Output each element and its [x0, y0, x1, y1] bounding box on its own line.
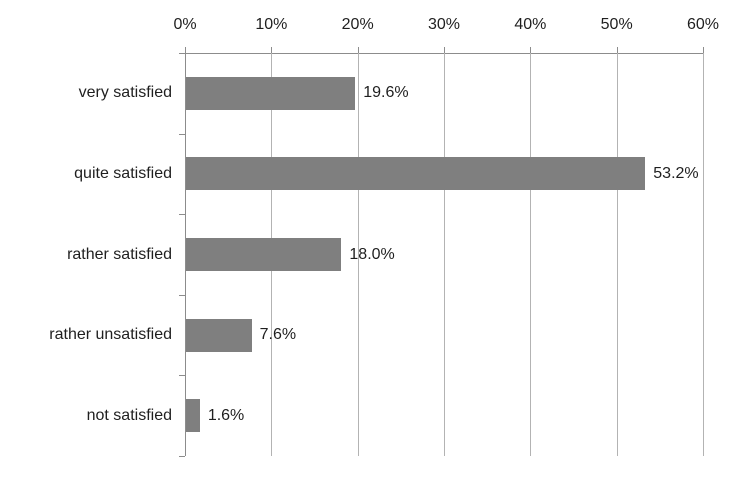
gridline [530, 53, 532, 456]
x-axis-tick-label: 0% [173, 16, 197, 33]
gridline [703, 53, 704, 456]
value-axis-tick [444, 47, 445, 53]
value-axis-tick [616, 47, 618, 53]
category-axis-tick [179, 53, 185, 54]
value-axis-tick [185, 47, 186, 53]
bar [186, 238, 342, 271]
bar [186, 157, 646, 191]
x-axis-tick-label: 50% [600, 16, 633, 33]
value-label: 1.6% [207, 406, 245, 424]
x-axis-tick-label: 40% [514, 16, 547, 33]
value-axis-tick [530, 47, 532, 53]
category-label: very satisfied [78, 84, 172, 102]
x-axis-tick-label: 20% [341, 16, 374, 33]
category-label: quite satisfied [74, 164, 172, 182]
value-axis-tick [703, 47, 704, 53]
x-axis-tick-label: 60% [686, 16, 720, 33]
value-label: 53.2% [653, 164, 699, 182]
gridline [357, 53, 359, 456]
category-axis-tick [179, 133, 185, 135]
gridline [444, 53, 445, 456]
category-label: rather unsatisfied [49, 326, 172, 344]
category-axis-tick [179, 456, 185, 457]
x-axis-tick-label: 10% [255, 16, 288, 33]
category-axis-tick [179, 375, 185, 377]
value-label: 7.6% [259, 326, 297, 344]
value-label: 19.6% [363, 84, 409, 102]
x-axis-tick-label: 30% [427, 16, 461, 33]
bar [186, 76, 356, 110]
gridline [616, 53, 618, 456]
category-axis-tick [179, 294, 185, 296]
category-label: not satisfied [86, 406, 172, 424]
category-axis-tick [179, 214, 185, 216]
bar [186, 399, 200, 433]
value-axis-tick [357, 47, 359, 53]
bar [186, 318, 252, 352]
value-label: 18.0% [349, 245, 395, 263]
category-label: rather satisfied [67, 245, 172, 263]
value-axis-tick [271, 47, 273, 53]
